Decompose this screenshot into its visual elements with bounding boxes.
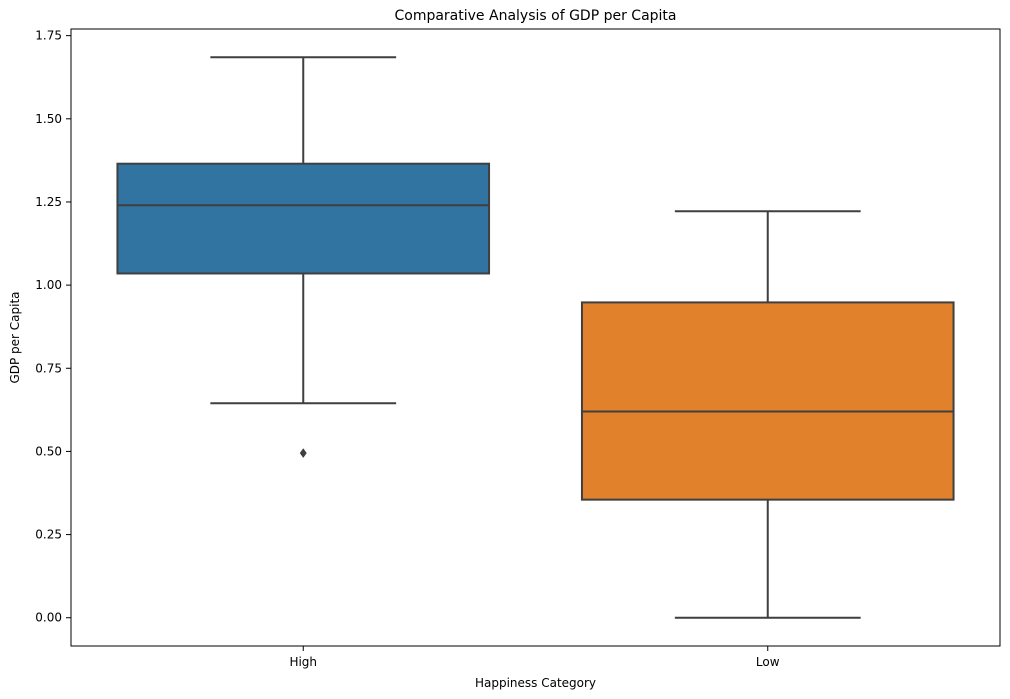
y-tick-label: 0.25	[35, 528, 62, 542]
y-tick-label: 1.00	[35, 278, 62, 292]
x-tick-label: High	[289, 655, 317, 669]
outlier-point	[299, 448, 307, 459]
y-axis-title: GDP per Capita	[8, 291, 22, 383]
y-tick-label: 1.25	[35, 195, 62, 209]
box-group-high	[116, 56, 491, 459]
box-group-low	[580, 210, 955, 619]
y-axis: 0.00 0.25 0.50 0.75 1.00 1.25 1.50 1.75	[35, 29, 71, 625]
box-body	[116, 162, 491, 275]
chart-title: Comparative Analysis of GDP per Capita	[394, 8, 676, 24]
x-axis-title: Happiness Category	[475, 676, 596, 690]
box-body	[580, 301, 955, 501]
x-tick-label: Low	[756, 655, 780, 669]
y-tick-label: 0.00	[35, 611, 62, 625]
y-tick-label: 0.50	[35, 444, 62, 458]
y-tick-label: 1.50	[35, 112, 62, 126]
x-axis: High Low	[289, 646, 780, 669]
plot-area	[70, 28, 1001, 647]
plot-frame	[70, 28, 1001, 647]
y-tick-label: 0.75	[35, 361, 62, 375]
y-tick-label: 1.75	[35, 29, 62, 43]
